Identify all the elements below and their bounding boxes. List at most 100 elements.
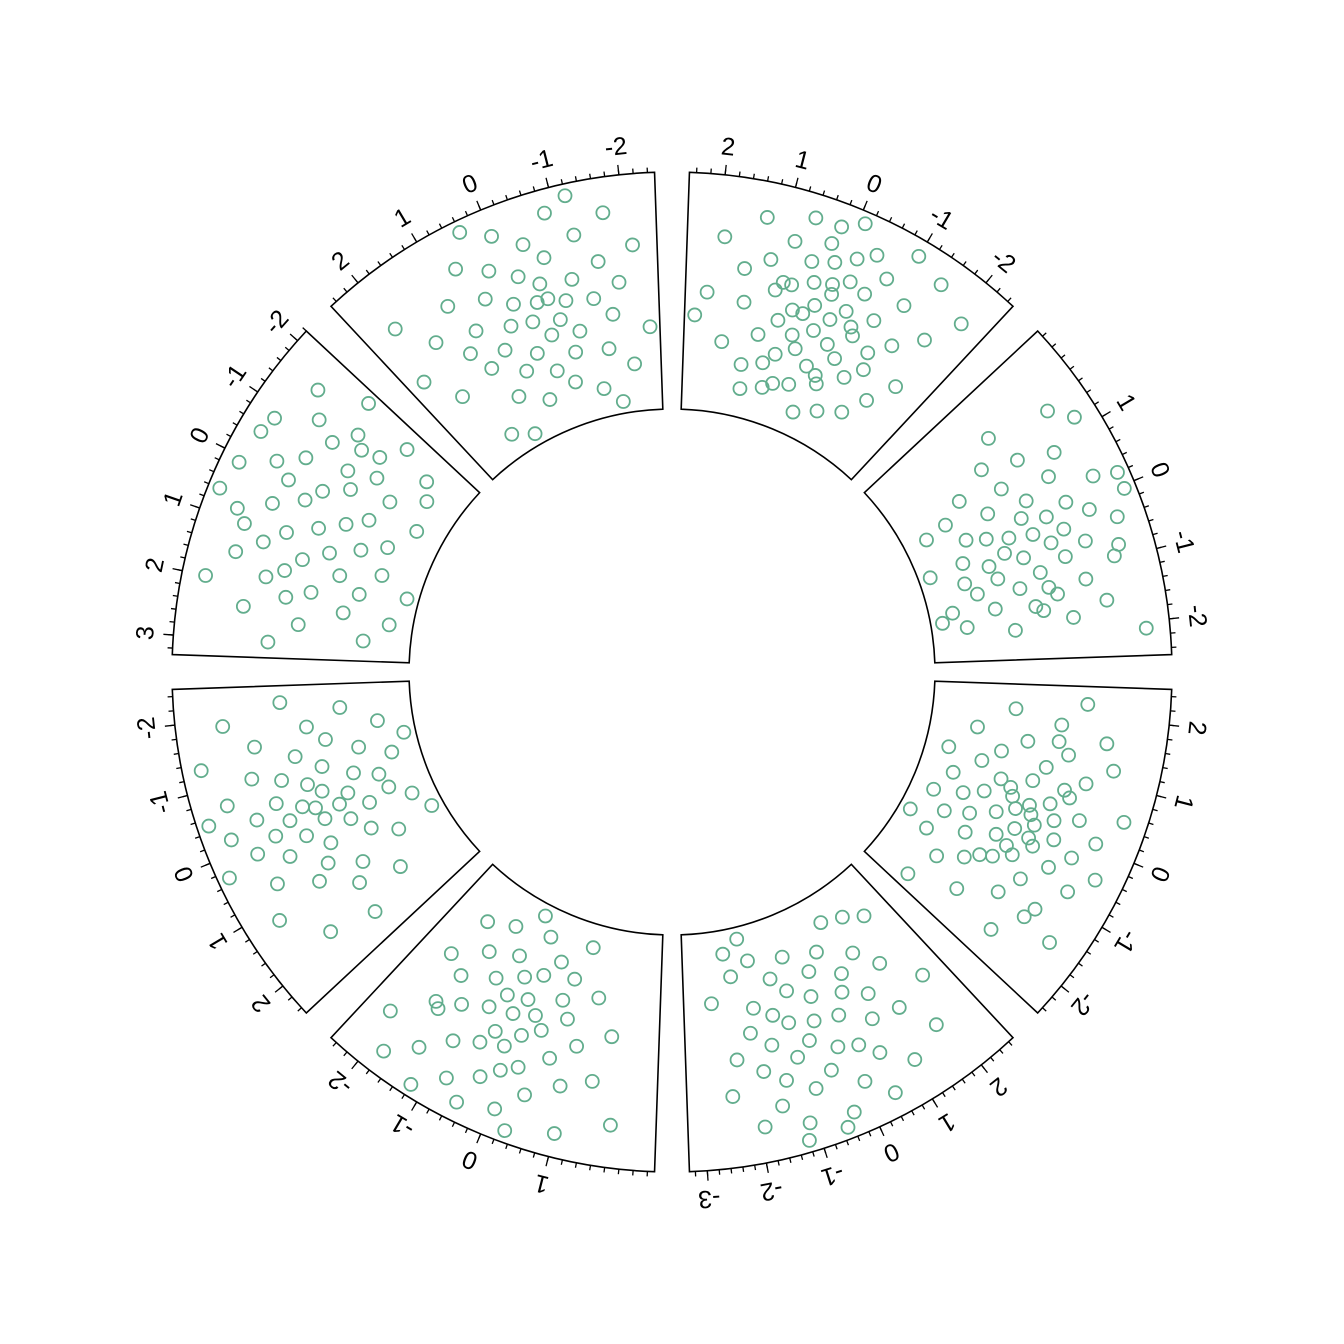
data-point [508,919,524,934]
data-point [569,1038,584,1054]
data-point [1025,527,1041,542]
major-tick [249,385,259,393]
data-point [549,363,565,379]
data-point [314,759,330,774]
data-point [396,724,412,740]
data-point [268,828,284,844]
data-point [350,427,366,443]
data-point [346,765,361,781]
minor-tick [812,1151,815,1157]
data-point [272,695,288,710]
data-point [468,323,484,339]
major-tick [1133,476,1144,482]
data-point [983,922,999,937]
data-point [787,233,803,249]
minor-tick [875,210,880,216]
data-point [953,316,969,332]
data-point [546,1126,562,1141]
data-point [601,341,617,357]
major-tick [1169,724,1180,727]
tick-label: -1 [1108,925,1143,958]
data-point [762,971,778,987]
minor-tick [849,199,853,206]
data-point [763,252,779,267]
data-point [403,1077,419,1092]
data-point [714,334,730,350]
data-point [936,803,952,819]
data-point [528,1008,543,1023]
minor-tick [491,199,495,206]
minor-tick [1152,808,1158,812]
data-point [311,412,327,428]
data-point [506,296,521,312]
minor-tick [343,287,348,293]
tick-label: 1 [1110,389,1141,415]
data-point [872,955,888,971]
minor-tick [171,738,177,741]
minor-tick [1051,343,1057,348]
data-point [419,494,435,510]
data-point [1087,872,1103,888]
minor-tick [1152,532,1158,536]
data-point [277,563,293,578]
data-point [1025,838,1040,854]
data-point [381,617,397,633]
data-point [604,1029,620,1045]
major-tick [617,164,620,175]
data-point [591,990,607,1006]
minor-tick [203,481,210,485]
minor-tick [911,1110,915,1116]
data-point [332,796,347,812]
data-point [536,250,552,266]
data-point [860,345,876,361]
data-point [1071,813,1087,828]
data-point [919,532,934,548]
minor-tick [276,356,282,362]
data-point [615,394,631,409]
minor-tick [183,543,189,546]
minor-tick [1143,505,1150,509]
data-point [387,321,403,337]
data-point [838,303,854,319]
minor-tick [194,835,201,839]
tick-label: 0 [458,169,482,200]
data-point [1027,901,1043,917]
minor-tick [1086,389,1092,394]
data-point [990,884,1006,900]
minor-tick [505,194,509,201]
major-tick [164,724,175,727]
data-point [795,306,811,322]
data-point [511,389,527,404]
data-point [732,381,748,396]
data-point [568,374,583,390]
data-point [374,568,390,583]
data-point [969,586,985,602]
data-point [235,598,251,614]
minor-tick [179,780,185,784]
data-point [381,779,397,795]
data-point [340,785,356,801]
data-point [970,719,985,735]
minor-tick [170,607,177,610]
data-point [737,261,752,276]
minor-tick [389,252,394,258]
tick-label: -1 [217,359,253,393]
data-point [532,276,548,292]
data-point [872,1045,888,1060]
data-point [836,369,852,385]
sector-outline [171,680,481,1015]
data-point [830,1039,846,1055]
tick-label: 0 [1144,862,1175,886]
data-point [1012,581,1028,596]
data-point [834,219,849,235]
data-point [917,332,932,348]
data-point [1062,790,1077,806]
data-point [1008,622,1023,638]
data-point [1109,509,1125,525]
data-point [757,1119,773,1135]
data-point [824,1062,839,1078]
data-point [687,307,703,323]
data-point [750,327,766,342]
minor-tick [1042,332,1047,337]
minor-tick [1162,574,1168,578]
